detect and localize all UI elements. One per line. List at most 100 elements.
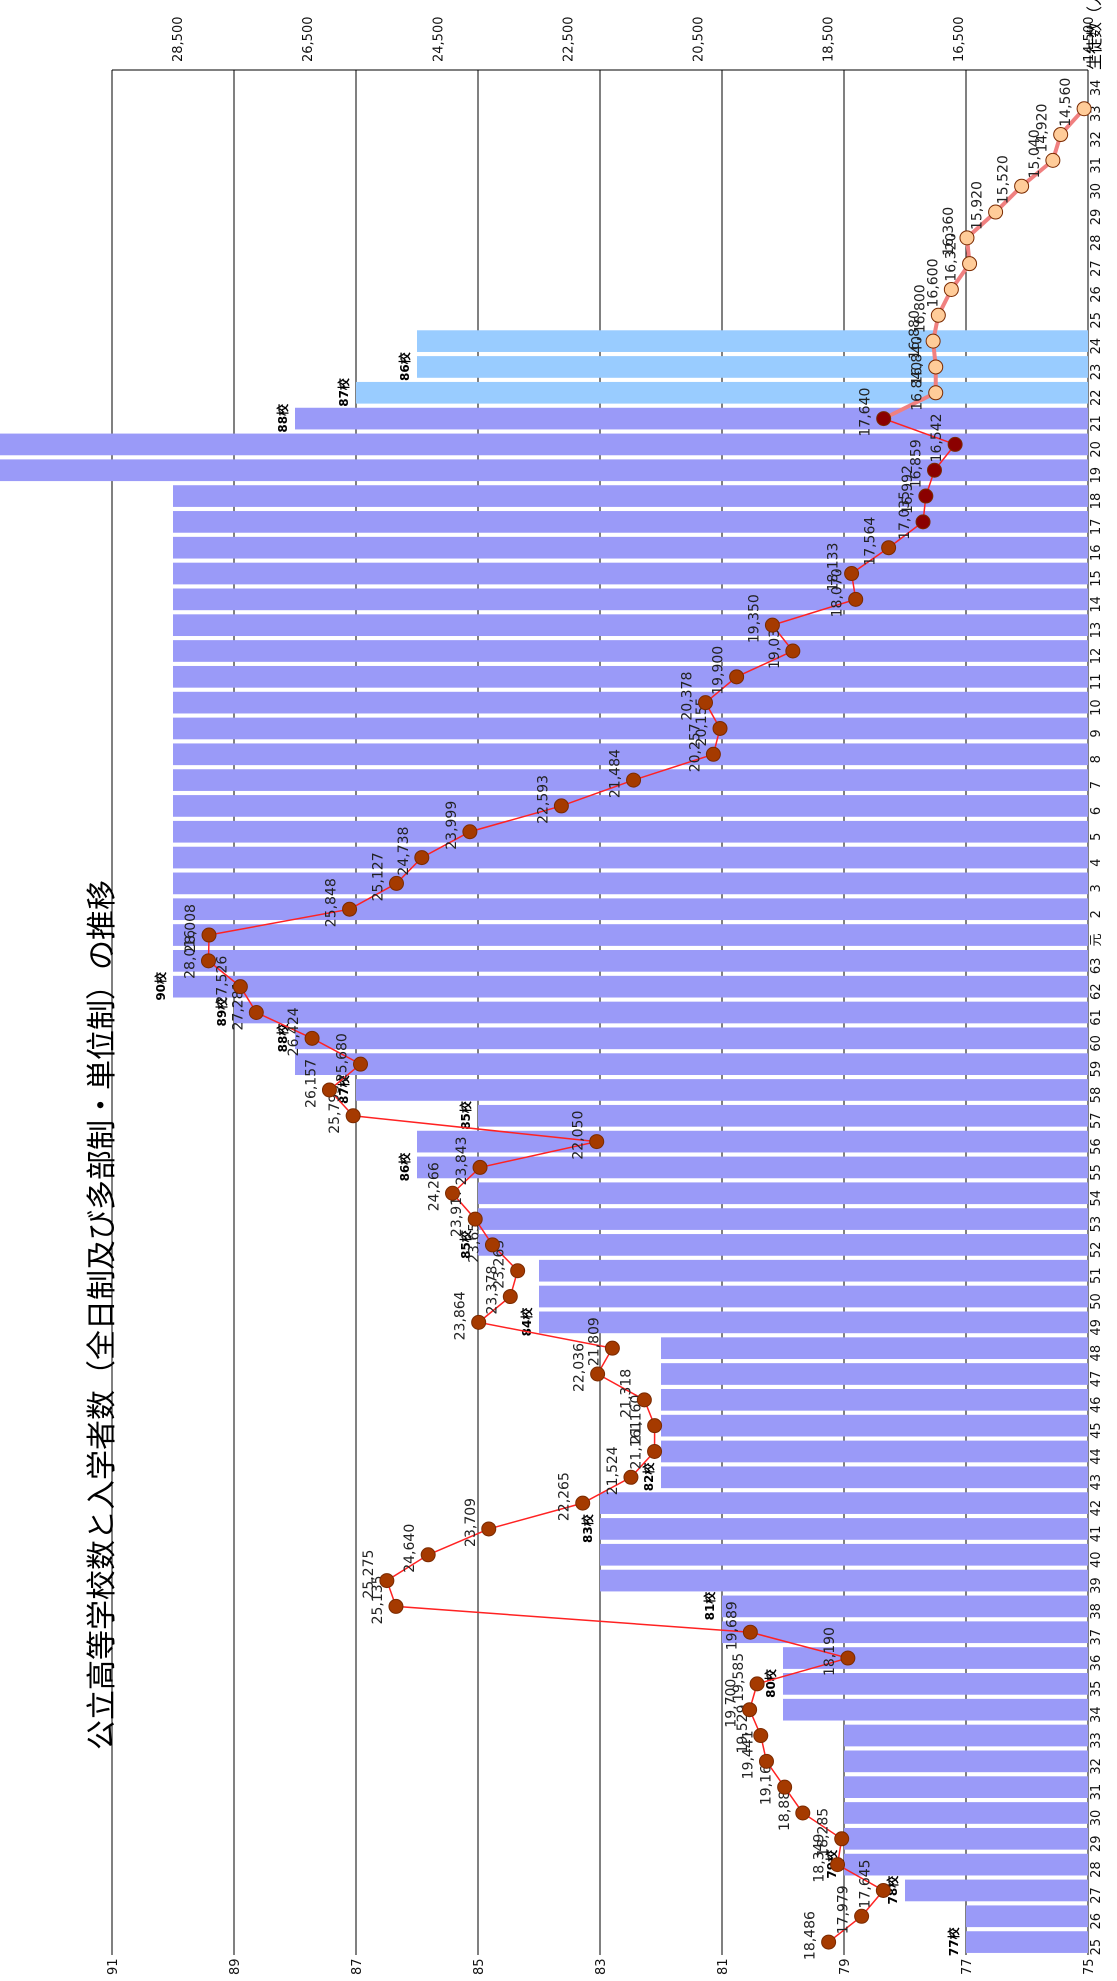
data-point	[729, 669, 745, 685]
data-label: 23,864	[453, 1291, 469, 1340]
category-tick-label: 31	[1089, 157, 1104, 174]
bar	[783, 1647, 1088, 1669]
bar-value-label: 90校	[153, 971, 168, 1001]
data-label: 17,645	[857, 1859, 873, 1908]
data-label: 20,378	[680, 672, 696, 721]
data-point	[481, 1521, 497, 1537]
data-point	[962, 256, 978, 272]
category-tick-label: 53	[1089, 1216, 1104, 1233]
category-tick-label: 7	[1089, 781, 1104, 789]
bar	[966, 1905, 1088, 1928]
students-tick-label: 24,500	[431, 17, 446, 63]
data-point	[623, 1469, 639, 1485]
category-tick-label: 35	[1089, 1681, 1104, 1698]
data-point	[821, 1934, 837, 1950]
category-tick-label: 54	[1089, 1190, 1104, 1207]
data-label: 18,285	[816, 1808, 832, 1857]
data-label: 24,640	[402, 1524, 418, 1573]
bar	[722, 1621, 1088, 1644]
bar	[173, 717, 1088, 740]
data-label: 25,275	[361, 1550, 377, 1599]
category-tick-label: 9	[1089, 729, 1104, 737]
data-label: 18,070	[830, 568, 846, 617]
bar	[173, 665, 1088, 688]
data-label: 23,652	[466, 1214, 482, 1263]
category-tick-label: 元	[1089, 934, 1104, 947]
category-tick-label: 23	[1089, 364, 1104, 381]
category-tick-label: 40	[1089, 1551, 1104, 1568]
data-point	[626, 772, 642, 788]
bar	[783, 1673, 1088, 1695]
category-tick-label: 34	[1089, 1706, 1104, 1723]
data-point	[345, 1108, 361, 1124]
bar	[600, 1518, 1088, 1540]
bar	[539, 1259, 1088, 1282]
bar	[295, 407, 1088, 430]
data-label: 28,016	[182, 930, 198, 979]
data-label: 16,320	[944, 233, 960, 282]
bar	[661, 1466, 1088, 1489]
bar-value-label: 78校	[885, 1875, 900, 1905]
bar	[539, 1311, 1088, 1334]
students-tick-label: 18,500	[822, 17, 837, 63]
data-point	[848, 591, 864, 607]
data-label: 17,564	[863, 517, 879, 566]
category-tick-label: 25	[1089, 1939, 1104, 1956]
data-point	[876, 411, 892, 427]
data-point	[840, 1650, 856, 1666]
category-tick-label: 21	[1089, 415, 1104, 432]
data-point	[589, 1134, 605, 1150]
data-point	[200, 953, 216, 969]
chart-title: 公立高等学校数と入学者数（全日制及び多部制・単位制）の推移	[85, 880, 120, 1750]
category-tick-label: 30	[1089, 183, 1104, 200]
category-tick-label: 55	[1089, 1164, 1104, 1181]
data-label: 18,190	[822, 1627, 838, 1676]
data-point	[830, 1857, 846, 1873]
data-label: 21,524	[605, 1446, 621, 1495]
data-label: 16,859	[908, 439, 924, 488]
data-point	[777, 1779, 793, 1795]
data-label: 19,350	[746, 594, 762, 643]
category-tick-label: 4	[1089, 858, 1104, 866]
data-point	[467, 1211, 483, 1227]
data-point	[636, 1392, 652, 1408]
category-tick-label: 56	[1089, 1138, 1104, 1155]
data-label: 21,484	[608, 749, 624, 798]
bar	[844, 1776, 1088, 1799]
category-tick-label: 10	[1089, 699, 1104, 716]
category-tick-label: 48	[1089, 1345, 1104, 1362]
schools-tick-label: 75	[1082, 1958, 1097, 1975]
data-label: 21,160	[629, 1395, 645, 1444]
category-tick-label: 16	[1089, 544, 1104, 561]
category-tick-label: 25	[1089, 312, 1104, 329]
bar	[478, 1208, 1088, 1230]
category-tick-label: 46	[1089, 1397, 1104, 1414]
data-label: 19,441	[740, 1730, 756, 1779]
data-label: 28,008	[183, 904, 199, 953]
data-label: 17,640	[858, 388, 874, 437]
data-point	[321, 1082, 337, 1098]
data-point	[875, 1882, 891, 1898]
data-point	[943, 281, 959, 297]
bar-value-label: 77校	[946, 1926, 961, 1956]
data-point	[742, 1702, 758, 1718]
data-label: 16,840	[910, 362, 926, 411]
category-tick-label: 29	[1089, 1836, 1104, 1853]
category-tick-label: 61	[1089, 1009, 1104, 1026]
category-tick-label: 24	[1089, 338, 1104, 355]
bar-value-label: 89校	[214, 997, 229, 1027]
category-tick-label: 28	[1089, 235, 1104, 252]
bar	[173, 820, 1088, 843]
data-point	[575, 1495, 591, 1511]
category-tick-label: 22	[1089, 390, 1104, 407]
bar	[478, 1182, 1088, 1205]
data-point	[928, 359, 944, 375]
bar	[600, 1492, 1088, 1514]
data-label: 25,680	[335, 1033, 351, 1082]
data-label: 22,593	[535, 775, 551, 824]
data-label: 25,135	[370, 1575, 386, 1624]
category-tick-label: 12	[1089, 648, 1104, 665]
bar	[600, 1543, 1088, 1566]
students-tick-label: 26,500	[301, 17, 316, 63]
data-point	[742, 1624, 758, 1640]
